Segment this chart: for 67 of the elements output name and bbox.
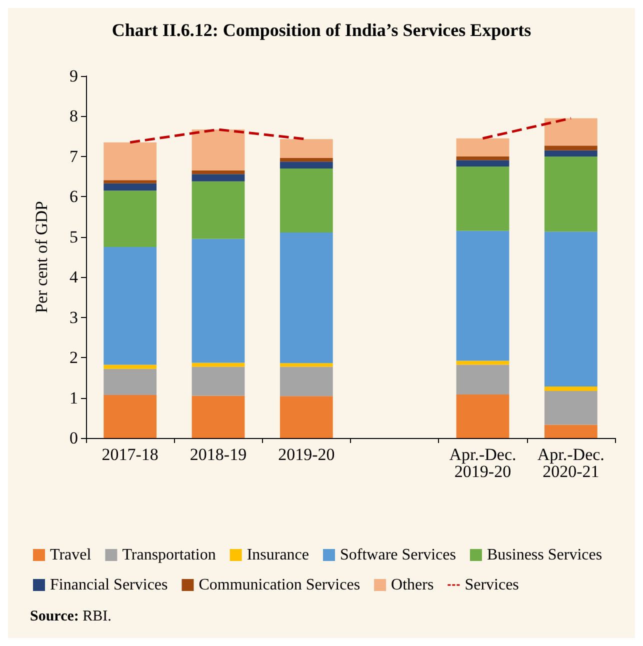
legend-label: Insurance [246, 546, 310, 564]
y-tick-label: 4 [70, 268, 78, 287]
y-tick-label: 9 [70, 66, 78, 86]
legend-label: Business Services [486, 546, 602, 564]
bar [544, 146, 598, 150]
y-tick-label: 7 [70, 146, 78, 166]
bar [104, 183, 157, 191]
legend-label: Services [464, 576, 519, 594]
source-note: Source: RBI. [30, 608, 112, 624]
y-tick-label: 1 [70, 388, 78, 408]
bar [192, 396, 245, 438]
legend-label: Others [391, 576, 434, 594]
bar [456, 360, 510, 365]
bar [192, 170, 245, 174]
bar [544, 156, 598, 232]
bar [456, 160, 510, 166]
bar [192, 366, 245, 396]
legend-label: Travel [50, 546, 92, 564]
bar [280, 162, 333, 169]
bar [544, 424, 598, 438]
bar [104, 190, 157, 247]
bar [544, 150, 598, 156]
bar [456, 156, 510, 160]
bar [456, 138, 510, 156]
y-tick-label: 5 [70, 227, 78, 246]
y-axis-title: Per cent of GDP [32, 201, 51, 313]
x-tick-label: 2018-19 [190, 445, 247, 464]
bar [104, 394, 157, 438]
legend-label: Software Services [340, 546, 456, 564]
bar [280, 366, 333, 396]
bar [456, 394, 510, 438]
bar [104, 180, 157, 184]
legend-label: Communication Services [198, 576, 360, 594]
bar [192, 362, 245, 367]
bar [192, 129, 245, 171]
bar [192, 238, 245, 363]
x-tick-label: 2019-20 [278, 445, 335, 464]
bar [280, 363, 333, 367]
bar [104, 246, 157, 365]
bar [280, 158, 333, 162]
legend-label: Financial Services [50, 576, 168, 594]
bar [544, 232, 598, 387]
bar [104, 368, 157, 395]
bar [456, 230, 510, 361]
legend-label: Transportation [122, 546, 216, 564]
bar [544, 390, 598, 425]
y-tick-label: 2 [70, 348, 78, 368]
bar [280, 232, 333, 364]
bar [544, 118, 598, 146]
chart-title: Chart II.6.12: Composition of India’s Services Exports [112, 20, 532, 40]
x-tick-label: 2017-18 [102, 445, 158, 464]
y-tick-label: 3 [70, 308, 78, 327]
bar [456, 166, 510, 231]
y-tick-label: 8 [70, 106, 78, 126]
x-tick-label: Apr.-Dec. 2019-20 [449, 445, 516, 481]
bar [280, 168, 333, 232]
bar [280, 139, 333, 158]
bar [104, 142, 157, 180]
x-tick-label: Apr.-Dec. 2020-21 [537, 445, 604, 481]
bar [280, 396, 333, 438]
y-tick-label: 0 [70, 428, 78, 448]
bar [192, 181, 245, 239]
bar [104, 364, 157, 369]
bar [456, 364, 510, 395]
bar [192, 174, 245, 182]
y-tick-label: 6 [70, 187, 78, 206]
bar [544, 386, 598, 391]
